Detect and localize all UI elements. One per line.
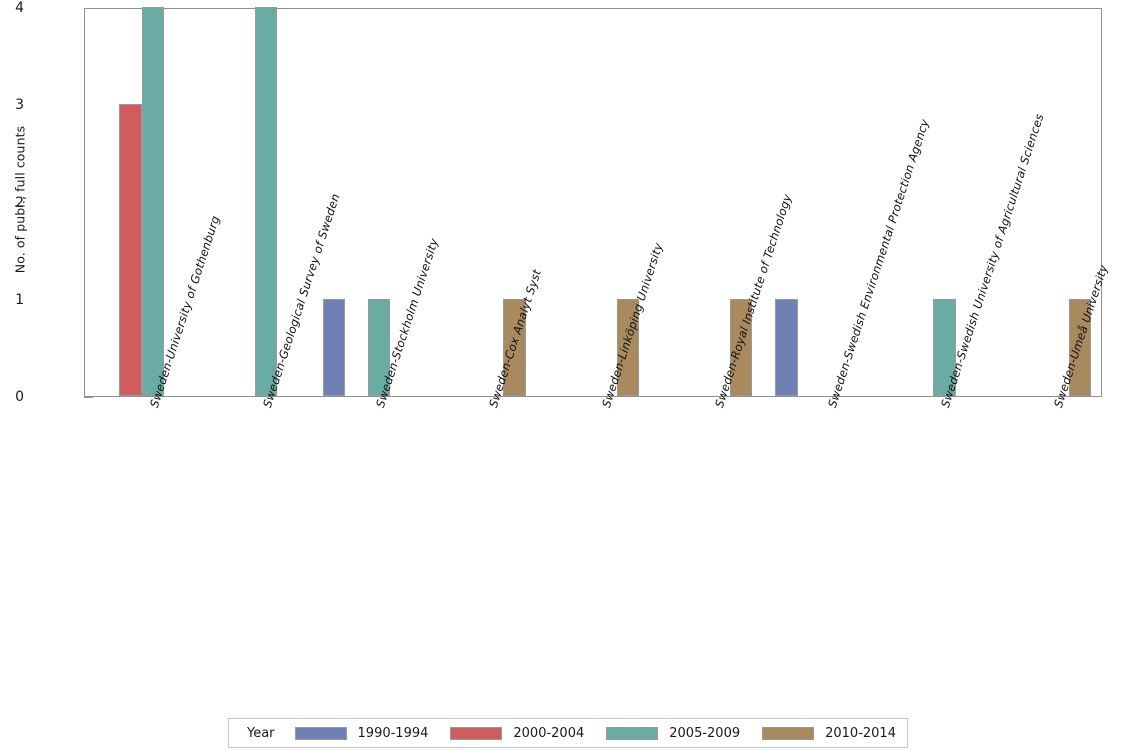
bar [616, 298, 639, 396]
legend-entry-label: 2010-2014 [825, 725, 896, 741]
bar [775, 298, 798, 396]
legend-color-swatch [294, 726, 347, 740]
legend-entries: 1990-1994 2000-2004 2005-2009 2010-2014 [294, 725, 918, 741]
legend-title: Year [247, 725, 275, 741]
bar [254, 7, 278, 396]
y-tick-label: 4 [15, 0, 24, 16]
legend-entry-label: 2005-2009 [669, 725, 741, 741]
legend-entry[interactable]: 2010-2014 [762, 726, 896, 741]
bar [729, 298, 753, 396]
y-tick-label: 2 [15, 194, 24, 211]
legend-entry-label: 1990-1994 [357, 725, 429, 741]
bar [367, 298, 391, 396]
legend-entry-label: 2000-2004 [513, 725, 585, 741]
plot-area [84, 7, 1102, 397]
bars-container [85, 7, 1101, 396]
y-tick-label: 1 [15, 291, 24, 308]
legend-entry[interactable]: 2005-2009 [606, 726, 740, 741]
legend-entry[interactable]: 2000-2004 [450, 726, 584, 741]
legend-color-swatch [606, 726, 659, 740]
bar [503, 298, 526, 396]
bar [141, 7, 165, 396]
bar [933, 298, 956, 396]
bar [1068, 298, 1092, 396]
legend: Year 1990-1994 2000-2004 2005-2009 2010-201… [228, 718, 908, 748]
legend-color-swatch [450, 726, 503, 740]
y-tick-label: 0 [15, 389, 24, 405]
y-tick-mark [84, 397, 93, 398]
y-tick-label: 3 [15, 97, 24, 114]
bar [322, 298, 346, 396]
legend-color-swatch [762, 726, 815, 740]
legend-entry[interactable]: 1990-1994 [294, 725, 429, 741]
bar [119, 104, 142, 396]
